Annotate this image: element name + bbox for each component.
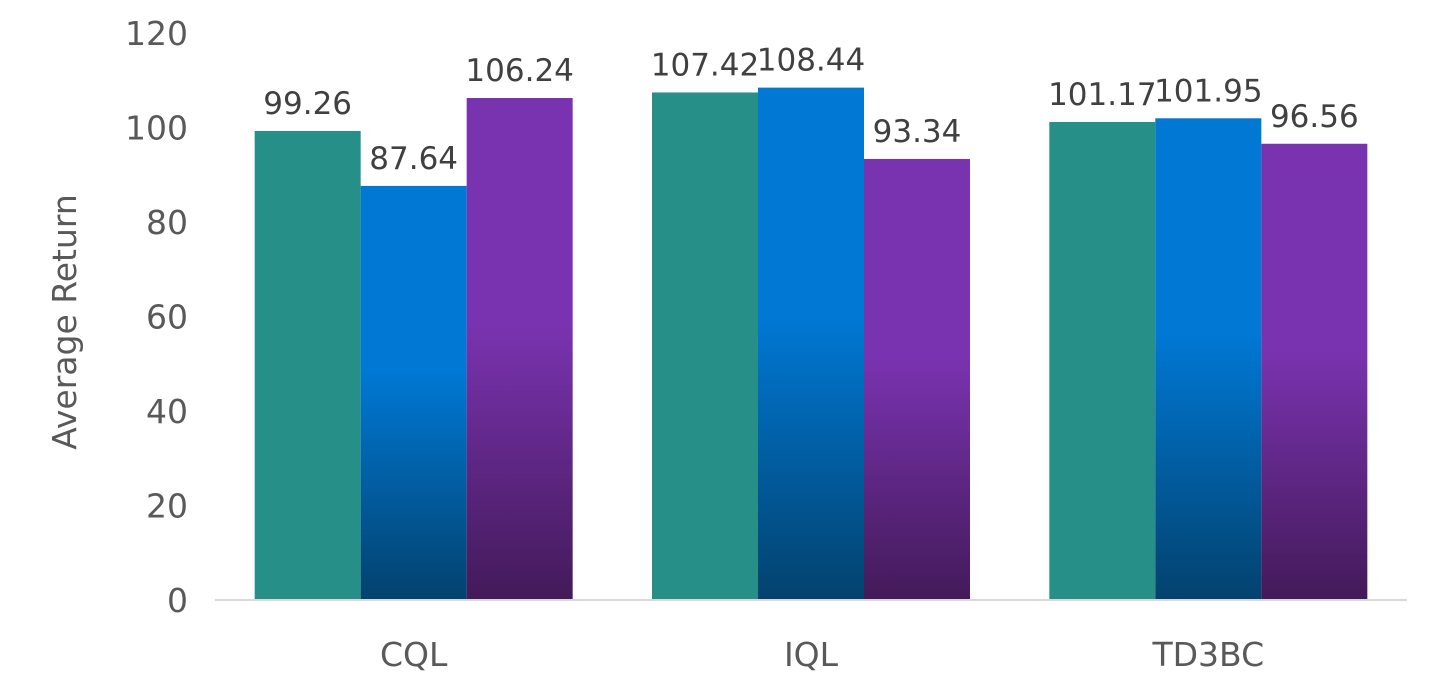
bar: [864, 158, 970, 600]
bar: [1049, 121, 1156, 601]
x-axis-categories: CQL IQL TD3BC: [380, 635, 1264, 674]
y-tick-label: 60: [146, 298, 188, 337]
bar: [1155, 118, 1262, 600]
bar: [466, 98, 573, 601]
data-label: 106.24: [465, 53, 573, 89]
y-tick-label: 20: [146, 487, 188, 526]
data-label: 107.42: [651, 47, 759, 83]
y-tick-label: 80: [146, 203, 188, 242]
y-tick-label: 120: [125, 14, 188, 53]
bar: [652, 92, 758, 601]
data-label: 93.34: [873, 114, 962, 150]
data-label: 96.56: [1270, 99, 1359, 135]
y-axis-ticks: 0 20 40 60 80 100 120: [125, 14, 188, 620]
data-label: 101.95: [1154, 73, 1262, 109]
bar: [360, 185, 467, 600]
x-category-label: CQL: [380, 635, 448, 674]
data-label: 101.17: [1048, 77, 1156, 113]
x-category-label: IQL: [784, 635, 839, 674]
data-label: 87.64: [369, 141, 458, 177]
bar: [254, 130, 361, 600]
bar: [758, 87, 864, 601]
data-label: 99.26: [263, 86, 352, 122]
bars-layer: [254, 87, 1368, 601]
y-axis-title: Average Return: [45, 194, 84, 450]
y-tick-label: 0: [167, 581, 188, 620]
bar: [1261, 143, 1368, 600]
y-tick-label: 40: [146, 392, 188, 431]
data-label: 108.44: [757, 43, 865, 79]
y-tick-label: 100: [125, 109, 188, 148]
x-category-label: TD3BC: [1151, 635, 1264, 674]
